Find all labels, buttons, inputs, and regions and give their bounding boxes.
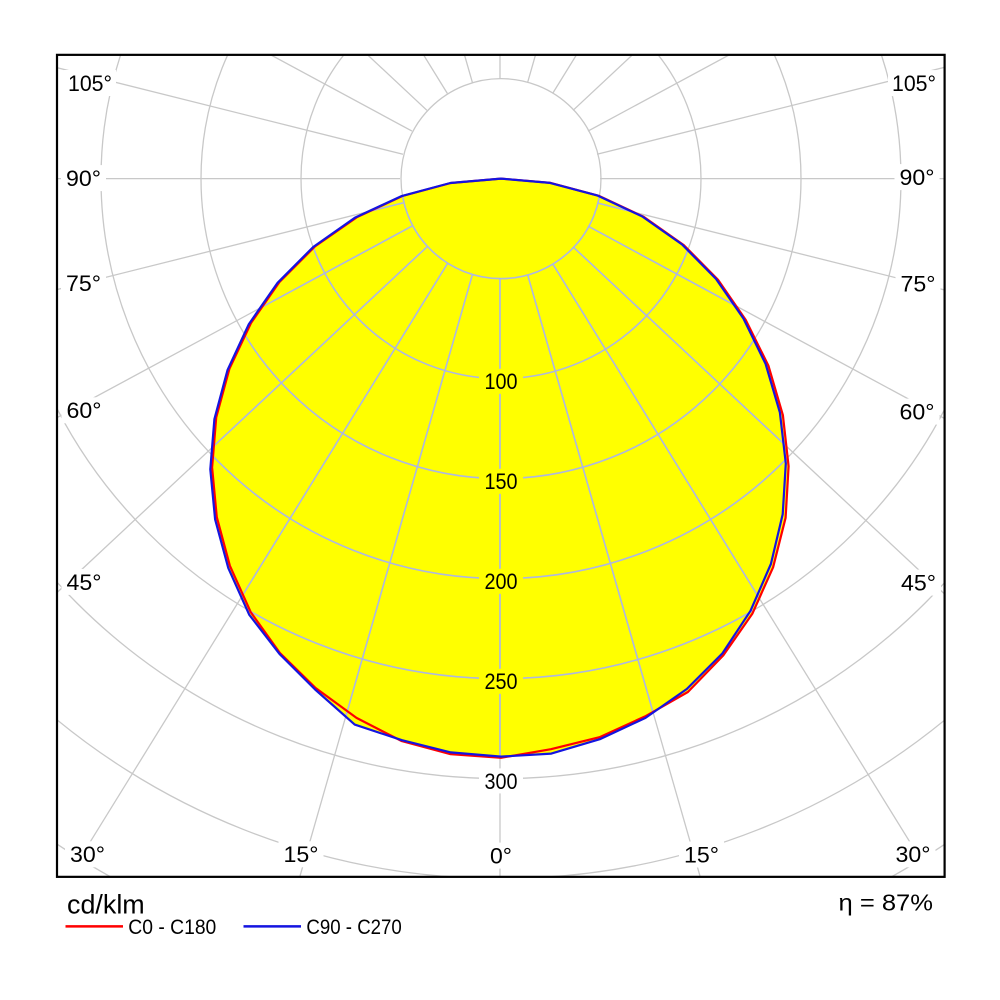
svg-text:45°: 45° (901, 571, 936, 596)
svg-text:75°: 75° (66, 271, 101, 296)
svg-text:105°: 105° (892, 71, 936, 96)
svg-text:C90 - C270: C90 - C270 (306, 916, 401, 939)
svg-text:C0 - C180: C0 - C180 (128, 916, 216, 939)
svg-text:cd/klm: cd/klm (67, 890, 145, 920)
svg-text:60°: 60° (900, 400, 935, 425)
svg-text:150: 150 (485, 469, 518, 494)
svg-text:250: 250 (485, 669, 518, 694)
svg-text:30°: 30° (70, 842, 105, 867)
svg-text:30°: 30° (896, 842, 931, 867)
svg-text:200: 200 (485, 569, 518, 594)
svg-text:100: 100 (485, 369, 518, 394)
svg-text:300: 300 (485, 769, 518, 794)
svg-text:60°: 60° (67, 398, 102, 423)
svg-text:105°: 105° (68, 71, 112, 96)
svg-text:90°: 90° (900, 165, 935, 190)
svg-text:75°: 75° (901, 272, 936, 297)
svg-text:90°: 90° (66, 166, 101, 191)
svg-text:0°: 0° (490, 844, 512, 869)
svg-text:η = 87%: η = 87% (839, 890, 934, 916)
svg-text:15°: 15° (684, 842, 719, 867)
svg-text:45°: 45° (67, 570, 102, 595)
svg-text:15°: 15° (284, 842, 319, 867)
